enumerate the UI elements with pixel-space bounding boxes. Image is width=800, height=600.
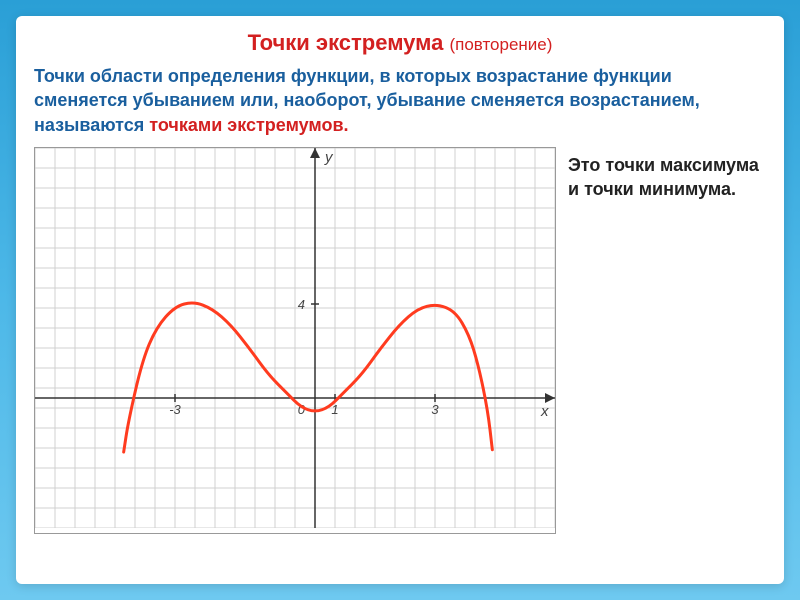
definition-body: Точки области определения функции, в кот… [34,66,700,135]
svg-text:x: x [540,403,549,420]
chart-container: -31340xy [34,147,556,534]
svg-text:4: 4 [298,297,305,312]
definition-text: Точки области определения функции, в кот… [34,64,766,137]
title-sub: (повторение) [449,35,552,54]
title-main: Точки экстремума [248,30,444,55]
function-chart: -31340xy [35,148,555,528]
slide-title: Точки экстремума (повторение) [34,30,766,56]
lower-row: -31340xy Это точки максимума и точки мин… [34,147,766,534]
side-note: Это точки максимума и точки минимума. [568,147,766,202]
svg-text:-3: -3 [169,402,181,417]
svg-text:3: 3 [431,402,439,417]
slide-card: Точки экстремума (повторение) Точки обла… [16,16,784,584]
definition-highlight: точками экстремумов. [149,115,348,135]
